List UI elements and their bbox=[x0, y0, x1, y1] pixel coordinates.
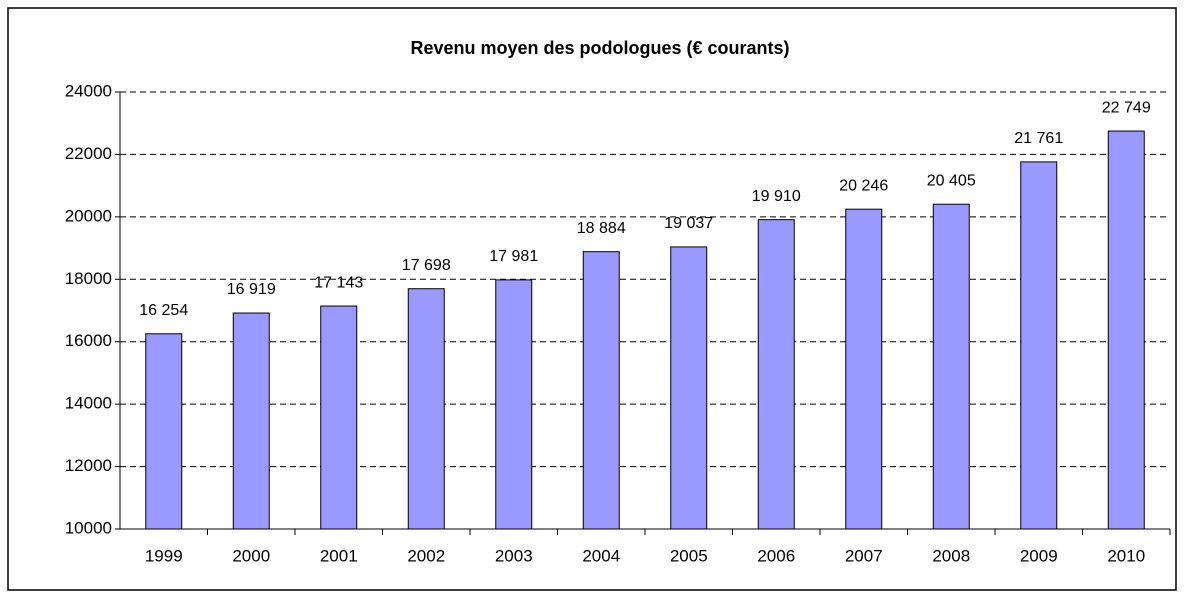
y-tick-label: 10000 bbox=[65, 518, 112, 537]
bar bbox=[320, 305, 358, 530]
x-tick-label: 2010 bbox=[1107, 546, 1145, 565]
bar bbox=[757, 219, 795, 530]
x-tick-label: 2005 bbox=[670, 546, 708, 565]
y-tick-label: 16000 bbox=[65, 331, 112, 350]
x-tick-label: 2001 bbox=[320, 546, 358, 565]
data-label: 19 910 bbox=[752, 188, 801, 205]
y-tick-label: 18000 bbox=[65, 269, 112, 288]
data-label: 17 981 bbox=[489, 248, 538, 265]
data-label: 17 698 bbox=[402, 257, 451, 274]
bar bbox=[407, 288, 445, 530]
y-tick-label: 20000 bbox=[65, 206, 112, 225]
data-label: 16 254 bbox=[139, 302, 188, 319]
y-tick-label: 22000 bbox=[65, 144, 112, 163]
bar bbox=[145, 333, 183, 530]
data-label: 17 143 bbox=[314, 274, 363, 291]
bar bbox=[932, 203, 970, 530]
y-tick-label: 14000 bbox=[65, 394, 112, 413]
bar bbox=[1020, 161, 1058, 530]
x-tick-label: 2004 bbox=[582, 546, 620, 565]
bar bbox=[232, 312, 270, 530]
x-tick-label: 2007 bbox=[845, 546, 883, 565]
y-tick-label: 12000 bbox=[65, 456, 112, 475]
x-tick-label: 2002 bbox=[407, 546, 445, 565]
x-tick-label: 1999 bbox=[145, 546, 183, 565]
data-label: 20 405 bbox=[927, 172, 976, 189]
x-tick-label: 2003 bbox=[495, 546, 533, 565]
x-tick-label: 2006 bbox=[757, 546, 795, 565]
bar bbox=[495, 279, 533, 530]
x-tick-label: 2008 bbox=[932, 546, 970, 565]
bar bbox=[582, 251, 620, 530]
y-tick-label: 24000 bbox=[65, 81, 112, 100]
data-label: 22 749 bbox=[1102, 99, 1151, 116]
bar bbox=[1107, 130, 1145, 530]
data-label: 19 037 bbox=[664, 215, 713, 232]
data-label: 20 246 bbox=[839, 177, 888, 194]
data-label: 16 919 bbox=[227, 281, 276, 298]
bar bbox=[670, 246, 708, 530]
data-label: 21 761 bbox=[1014, 130, 1063, 147]
x-tick-label: 2000 bbox=[232, 546, 270, 565]
data-label: 18 884 bbox=[577, 220, 626, 237]
chart-title: Revenu moyen des podologues (€ courants) bbox=[410, 38, 789, 58]
x-tick-label: 2009 bbox=[1020, 546, 1058, 565]
bar bbox=[845, 208, 883, 530]
